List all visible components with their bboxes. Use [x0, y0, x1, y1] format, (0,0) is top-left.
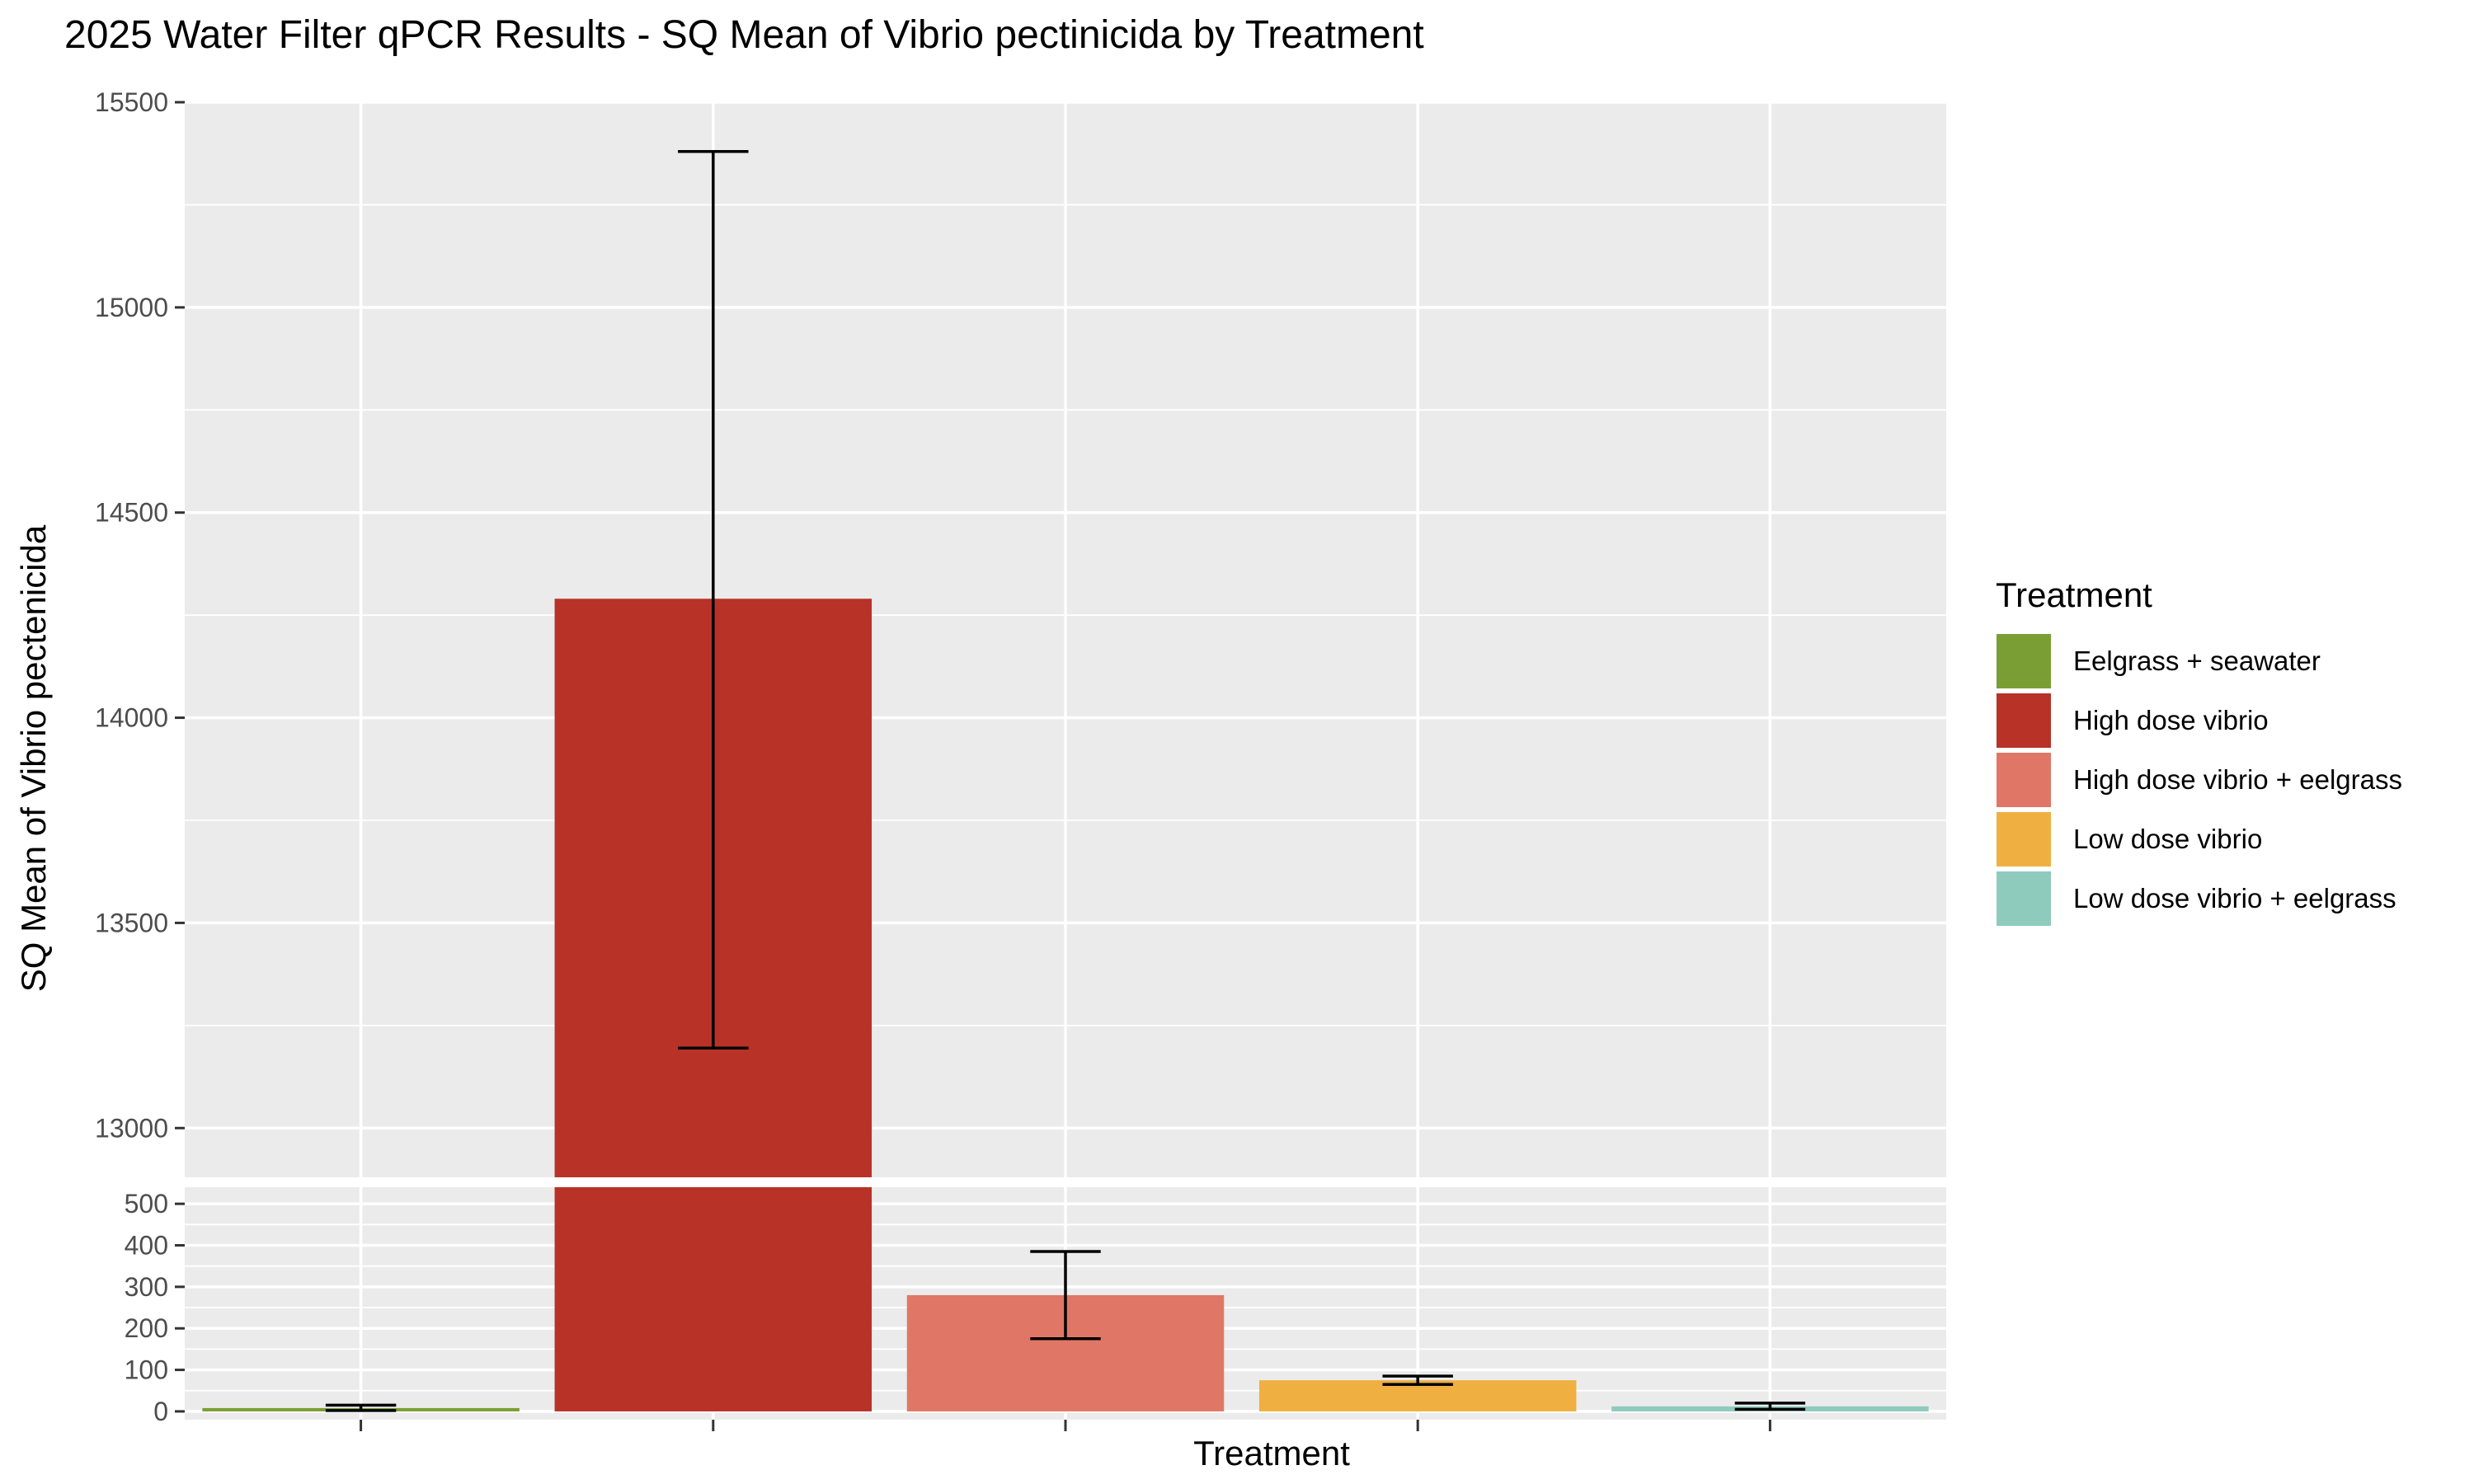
- legend-key: [1995, 870, 2053, 928]
- y-tick-label: 13000: [95, 1113, 168, 1143]
- legend: Treatment Eelgrass + seawater High dose v…: [1995, 575, 2402, 928]
- y-tick-label: 500: [125, 1189, 168, 1219]
- y-tick-label: 13500: [95, 908, 168, 937]
- y-tick-label: 100: [125, 1355, 168, 1385]
- legend-key: [1995, 810, 2053, 868]
- error-bars: [325, 149, 1806, 1412]
- legend-key: [1995, 692, 2053, 749]
- x-axis-ticks: [360, 1420, 1771, 1431]
- upper-panel: [185, 101, 1946, 1177]
- y-tick-label: 15000: [95, 293, 168, 322]
- legend-item-label: High dose vibrio + eelgrass: [2073, 764, 2402, 795]
- legend-key: [1995, 751, 2053, 809]
- y-axis-ticks: 13000 13500 14000 14500 15000 15500 0 100 200 300…: [95, 87, 185, 1426]
- y-tick-label: 300: [125, 1272, 168, 1302]
- chart-title: 2025 Water Filter qPCR Results - SQ Mean…: [64, 13, 1424, 57]
- legend-item-label: Low dose vibrio + eelgrass: [2073, 883, 2396, 913]
- y-tick-label: 200: [125, 1313, 168, 1343]
- y-tick-label: 0: [153, 1397, 168, 1426]
- bar-lower-segment: [554, 1187, 872, 1411]
- y-tick-label: 14000: [95, 703, 168, 733]
- y-tick-label: 15500: [95, 87, 168, 117]
- y-tick-label: 14500: [95, 498, 168, 528]
- x-axis-title: Treatment: [1193, 1434, 1350, 1472]
- y-tick-label: 400: [125, 1231, 168, 1261]
- legend-item-label: Eelgrass + seawater: [2073, 646, 2321, 676]
- legend-item-label: High dose vibrio: [2073, 705, 2269, 735]
- legend-item-label: Low dose vibrio: [2073, 824, 2262, 854]
- legend-title: Treatment: [1996, 575, 2152, 614]
- y-axis-title: SQ Mean of Vibrio pectenicida: [14, 524, 53, 992]
- legend-key: [1995, 632, 2053, 690]
